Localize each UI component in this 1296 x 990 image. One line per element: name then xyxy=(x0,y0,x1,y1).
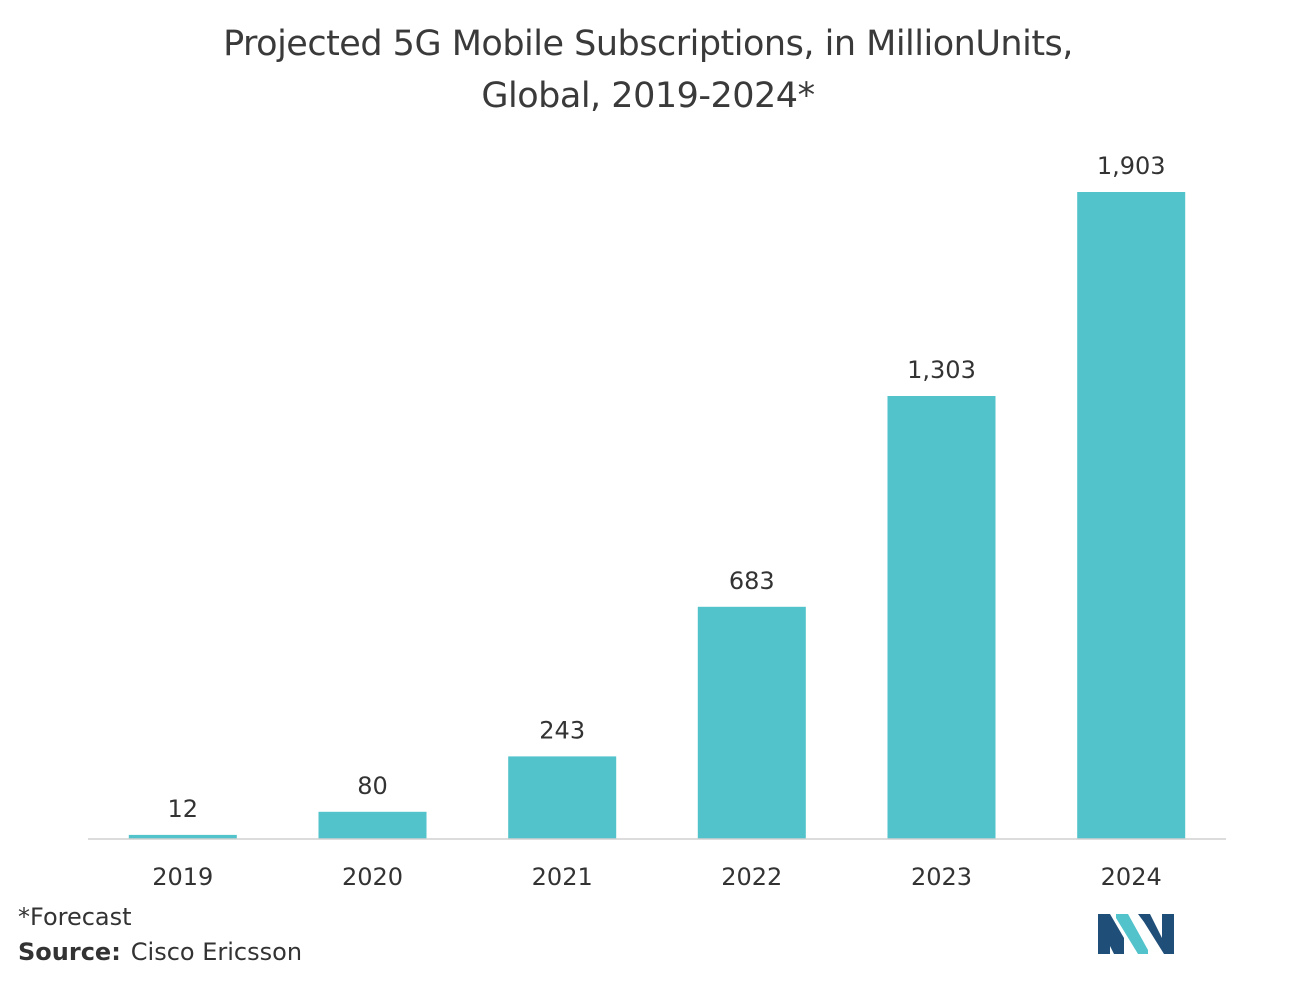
forecast-footnote: *Forecast xyxy=(18,903,132,931)
data-label-2021: 243 xyxy=(539,716,585,744)
chart-title-line-2: Global, 2019-2024* xyxy=(481,76,815,116)
chart-title: Projected 5G Mobile Subscriptions, in Mi… xyxy=(0,18,1296,122)
bars-group: 12 2019 80 2020 243 2021 683 2022 1,303 2023 1,903… xyxy=(128,152,1186,891)
x-tick-label-2019: 2019 xyxy=(152,863,213,891)
bar-2020 xyxy=(318,811,427,839)
data-label-2023: 1,303 xyxy=(907,356,976,384)
data-label-2024: 1,903 xyxy=(1097,152,1166,180)
logo-right-stroke xyxy=(1138,914,1174,954)
x-tick-label-2024: 2024 xyxy=(1101,863,1162,891)
source-line: Source: Cisco Ericsson xyxy=(18,938,302,966)
logo-middle-stroke xyxy=(1116,914,1148,954)
data-label-2020: 80 xyxy=(357,772,388,800)
bar-2023 xyxy=(887,396,996,839)
source-label: Source: xyxy=(18,938,121,966)
data-label-2019: 12 xyxy=(168,795,199,823)
bar-2024 xyxy=(1077,192,1186,839)
source-text: Cisco Ericsson xyxy=(130,938,303,966)
chart-title-line-1: Projected 5G Mobile Subscriptions, in Mi… xyxy=(223,24,1073,64)
bar-chart: 12 2019 80 2020 243 2021 683 2022 1,303 2023 1,903… xyxy=(88,152,1226,891)
x-tick-label-2022: 2022 xyxy=(721,863,782,891)
x-tick-label-2023: 2023 xyxy=(911,863,972,891)
mordor-intelligence-logo-icon xyxy=(1098,914,1174,954)
bar-2022 xyxy=(697,606,806,839)
data-label-2022: 683 xyxy=(729,567,775,595)
bar-2019 xyxy=(128,834,237,839)
bar-2021 xyxy=(508,756,617,839)
x-tick-label-2020: 2020 xyxy=(342,863,403,891)
x-tick-label-2021: 2021 xyxy=(532,863,593,891)
logo-left-stroke xyxy=(1098,914,1124,954)
